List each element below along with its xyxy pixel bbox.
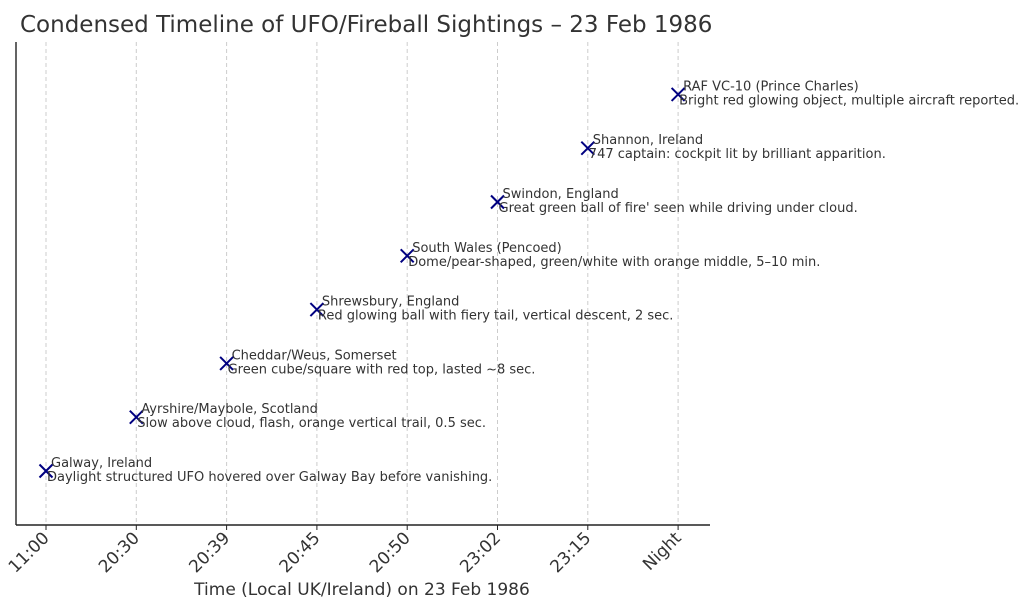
point-marker-stroke: [580, 140, 596, 156]
point-location-label: RAF VC-10 (Prince Charles): [683, 79, 859, 94]
point-description-label: Great green ball of fire' seen while dri…: [499, 201, 858, 216]
x-tick-label: 23:02: [456, 528, 505, 577]
point-location-label: Swindon, England: [503, 187, 619, 202]
data-point: RAF VC-10 (Prince Charles)Bright red glo…: [670, 79, 1019, 108]
point-location-label: Cheddar/Weus, Somerset: [232, 348, 397, 363]
point-marker-stroke: [219, 356, 234, 371]
chart-title: Condensed Timeline of UFO/Fireball Sight…: [20, 12, 712, 38]
point-description-label: Slow above cloud, flash, orange vertical…: [137, 416, 486, 431]
point-description-label: Red glowing ball with fiery tail, vertic…: [318, 309, 674, 324]
x-tick-label: 20:30: [95, 528, 144, 577]
point-description-label: 747 captain: cockpit lit by brilliant ap…: [589, 147, 886, 162]
x-tick-label: 20:45: [276, 528, 325, 577]
x-tick-label: 20:50: [366, 528, 415, 577]
point-location-label: Shannon, Ireland: [593, 133, 703, 148]
point-location-label: Ayrshire/Maybole, Scotland: [141, 402, 318, 417]
point-marker-stroke: [309, 302, 325, 317]
point-marker-stroke: [129, 409, 144, 425]
point-marker-stroke: [399, 248, 415, 264]
x-tick-label: 11:00: [5, 528, 54, 577]
x-tick-label: 23:15: [547, 528, 596, 577]
point-location-label: Galway, Ireland: [51, 456, 152, 471]
point-description-label: Dome/pear-shaped, green/white with orang…: [408, 255, 820, 270]
x-axis-label: Time (Local UK/Ireland) on 23 Feb 1986: [193, 580, 530, 600]
point-marker-stroke: [490, 194, 505, 210]
point-description-label: Daylight structured UFO hovered over Gal…: [47, 470, 492, 485]
x-tick-label: 20:39: [185, 528, 234, 577]
grid-layer: [45, 42, 679, 525]
point-location-label: Shrewsbury, England: [322, 295, 460, 310]
point-marker-stroke: [38, 463, 54, 479]
point-marker-stroke: [670, 87, 686, 102]
x-tick-label: Night: [639, 528, 686, 575]
point-description-label: Green cube/square with red top, lasted ~…: [228, 362, 536, 377]
point-description-label: Bright red glowing object, multiple airc…: [679, 93, 1019, 108]
point-location-label: South Wales (Pencoed): [412, 241, 562, 256]
x-ticks: 11:00 20:30 20:39 20:45 20:50 23:02 23:15 Night: [5, 525, 686, 577]
data-point: South Wales (Pencoed)Dome/pear-shaped, g…: [399, 241, 820, 270]
